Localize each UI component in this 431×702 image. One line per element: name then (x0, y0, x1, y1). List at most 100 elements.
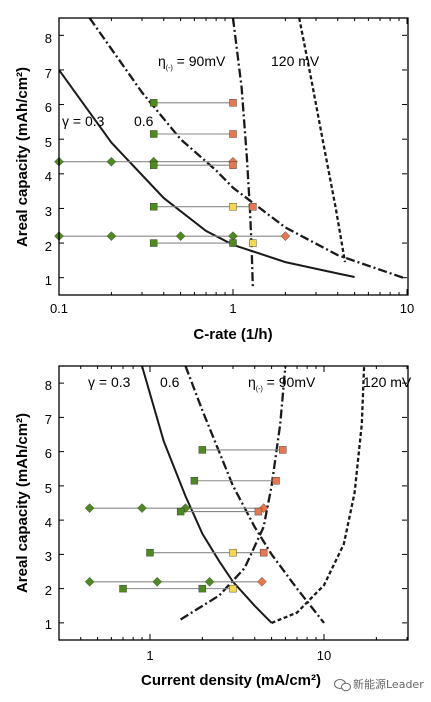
square-marker (149, 203, 158, 211)
overpotential-label: η(-) = 90mV (248, 374, 316, 393)
tick-marks (58, 18, 408, 295)
square-marker (229, 130, 237, 138)
square-marker (249, 239, 257, 247)
x-tick-labels: 0.1 1 10 (50, 301, 414, 316)
plot-frame (58, 365, 409, 641)
eta-symbol: η (248, 374, 256, 390)
diamond-marker (175, 231, 186, 241)
y-tick-label: 6 (45, 100, 52, 115)
square-marker (229, 584, 237, 593)
y-tick-label: 4 (45, 515, 52, 530)
curves (59, 18, 404, 287)
y-tick-label: 2 (45, 583, 52, 598)
overpotential-second-label: 120 mV (363, 374, 412, 390)
overpotential-second-label: 120 mV (271, 53, 320, 69)
x-tick-label: 1 (229, 301, 236, 316)
diamond-marker (106, 231, 117, 241)
square-marker (119, 584, 127, 593)
y-tick-label: 7 (45, 66, 52, 81)
x-axis-label: Current density (mA/cm²) (141, 672, 321, 689)
diamond-marker (106, 156, 117, 167)
x-tick-label: 0.1 (50, 301, 68, 316)
diamond-marker (257, 576, 267, 587)
eta-value: = 90mV (263, 374, 316, 390)
diamond-marker (152, 576, 162, 587)
square-marker (149, 130, 158, 138)
eta-subscript: (-) (166, 65, 173, 72)
tick-marks (58, 366, 408, 640)
y-tick-label: 2 (45, 239, 52, 254)
curve-solid (141, 366, 273, 624)
markers (84, 446, 287, 593)
y-tick-label: 4 (45, 169, 52, 184)
overpotential-label: η(-) = 90mV (158, 53, 226, 72)
x-axis-label: C-rate (1/h) (193, 326, 272, 343)
panel-c-rate: 1 2 3 4 5 6 7 8 0.1 1 10 C-rate (1/h) Ar… (14, 17, 414, 343)
curve-dashdot (88, 18, 404, 279)
square-marker (272, 477, 280, 485)
connectors (59, 102, 286, 244)
curve-dashdot (184, 366, 325, 624)
eta-value: = 90mV (173, 53, 226, 69)
x-tick-label: 1 (146, 648, 153, 663)
y-tick-label: 7 (45, 412, 52, 427)
y-axis-label: Areal capacity (mAh/cm²) (14, 413, 31, 593)
diamond-marker (280, 231, 291, 241)
y-tick-label: 8 (45, 31, 52, 46)
square-marker (229, 203, 237, 211)
y-tick-labels: 1 2 3 4 5 6 7 8 (45, 31, 52, 288)
diamond-marker (137, 503, 147, 513)
y-tick-label: 3 (45, 204, 52, 219)
square-marker (229, 161, 237, 169)
watermark-text: 新能源Leader (353, 677, 424, 691)
y-tick-label: 6 (45, 446, 52, 461)
y-tick-label: 1 (45, 273, 52, 288)
y-tick-label: 5 (45, 481, 52, 496)
markers (54, 99, 291, 247)
square-marker (146, 548, 154, 557)
curve-dotted (298, 18, 347, 263)
y-tick-label: 5 (45, 135, 52, 150)
square-marker (190, 477, 199, 485)
square-marker (149, 161, 158, 169)
square-marker (198, 584, 207, 593)
curve-dashdot (231, 18, 254, 287)
panel-current-density: 1 2 3 4 5 6 7 8 1 10 Current density (mA… (14, 365, 412, 689)
y-axis-label: Areal capacity (mAh/cm²) (14, 67, 31, 247)
y-tick-label: 8 (45, 378, 52, 393)
curve-dotted (271, 366, 366, 624)
square-marker (229, 239, 237, 247)
eta-symbol: η (158, 53, 166, 69)
eta-subscript: (-) (256, 386, 263, 393)
x-tick-label: 10 (400, 301, 414, 316)
connectors (89, 449, 283, 590)
y-tick-labels: 1 2 3 4 5 6 7 8 (45, 378, 52, 632)
wechat-icon (334, 679, 351, 692)
square-marker (198, 446, 207, 454)
square-marker (254, 507, 263, 516)
y-tick-label: 1 (45, 617, 52, 632)
gamma-second-label: 0.6 (160, 374, 180, 390)
plot-frame (58, 17, 409, 296)
gamma-label: γ = 0.3 (62, 113, 105, 129)
x-tick-labels: 1 10 (146, 648, 331, 663)
square-marker (279, 446, 287, 454)
diamond-marker (84, 576, 95, 587)
gamma-label: γ = 0.3 (88, 374, 131, 390)
square-marker (229, 99, 237, 107)
gamma-second-label: 0.6 (134, 113, 154, 129)
watermark: 新能源Leader (334, 677, 424, 692)
square-marker (249, 203, 257, 211)
curve-solid (59, 69, 355, 278)
diamond-marker (84, 503, 95, 513)
diamond-marker (228, 231, 238, 241)
square-marker (149, 239, 158, 247)
square-marker (149, 99, 158, 107)
square-marker (259, 548, 268, 557)
curves (141, 366, 366, 624)
square-marker (229, 548, 237, 557)
diamond-marker (204, 576, 215, 587)
square-marker (176, 507, 185, 516)
y-tick-label: 3 (45, 549, 52, 564)
